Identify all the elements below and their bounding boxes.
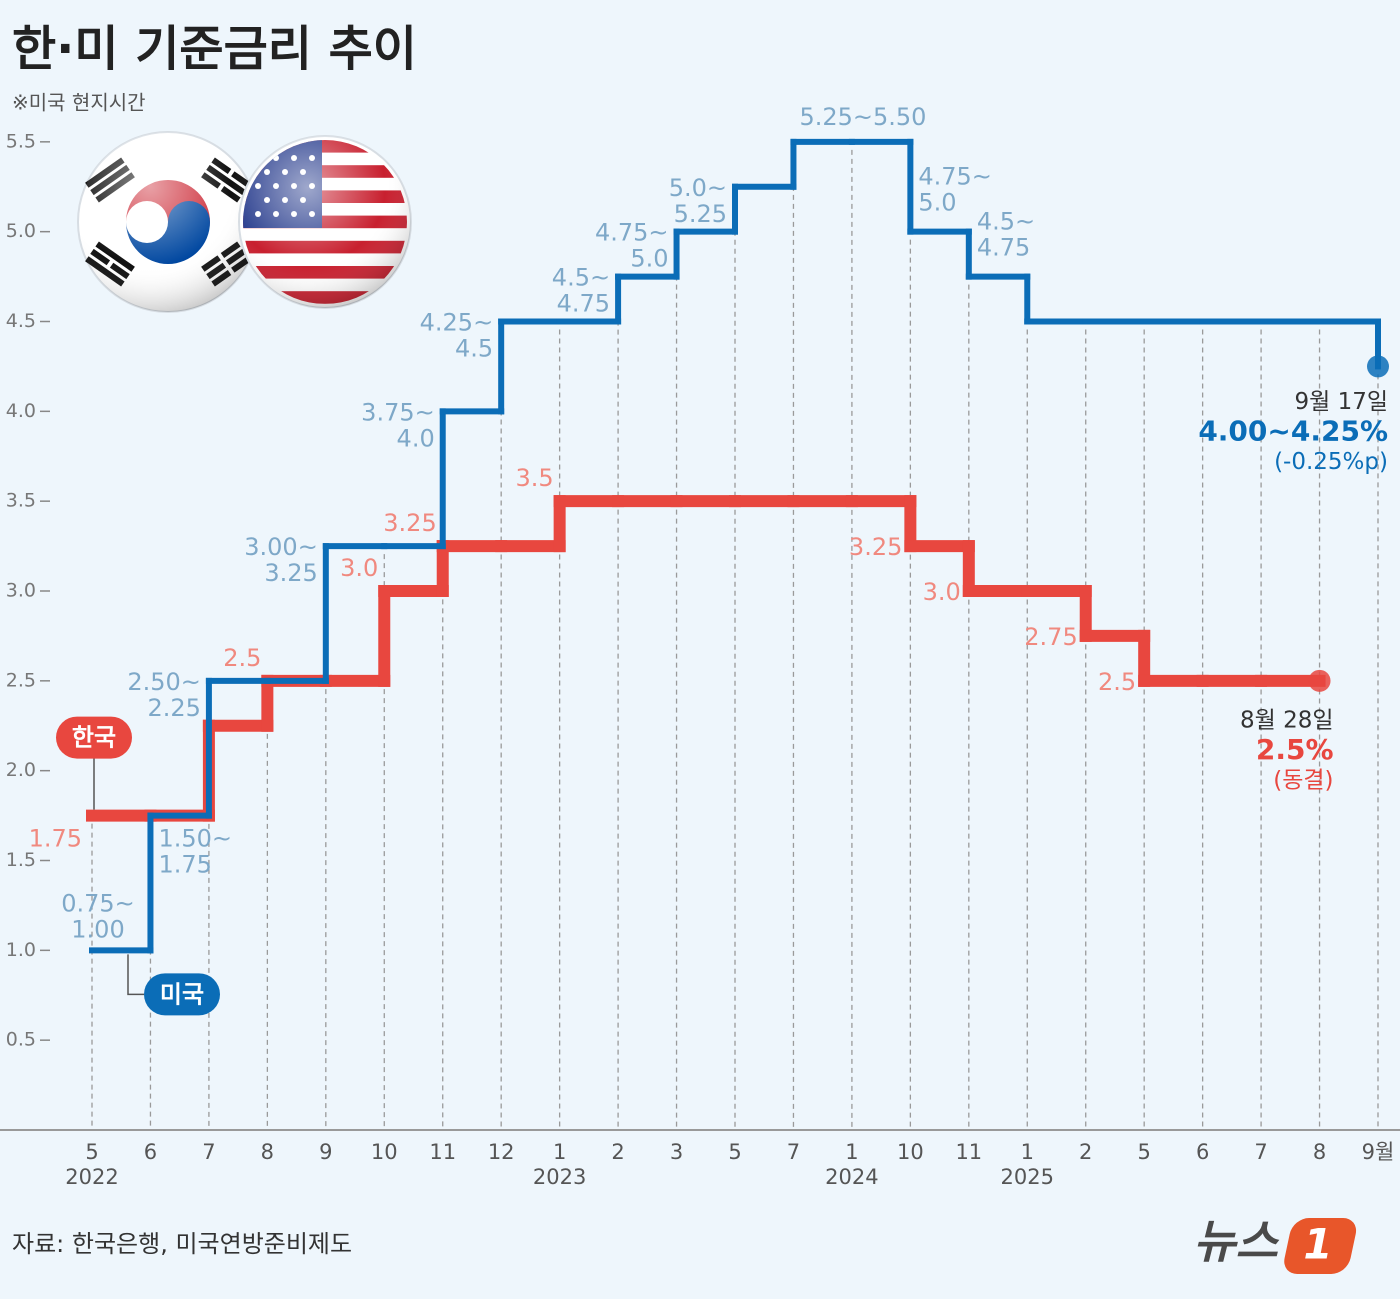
x-tick-label: 7 (1254, 1140, 1267, 1164)
logo: 뉴스 1 (1193, 1215, 1357, 1274)
y-tick-label: 3.0 (6, 580, 36, 602)
x-tick-label: 5 (1137, 1140, 1150, 1164)
x-tick-label: 6 (144, 1140, 157, 1164)
x-tick-label: 5 (728, 1140, 741, 1164)
value-label: 2.5 (223, 644, 261, 672)
y-tick-label: 5.5 (6, 130, 36, 152)
value-label: 1.75 (29, 825, 82, 853)
x-tick-label: 9 (319, 1140, 332, 1164)
logo-text: 뉴스 (1193, 1215, 1279, 1269)
x-tick-label: 3 (670, 1140, 683, 1164)
x-tick-label: 9월 (1362, 1140, 1395, 1164)
us-flag (238, 135, 412, 309)
logo-badge (1284, 1218, 1357, 1274)
x-year-label: 2023 (533, 1165, 586, 1189)
value-label: 4.25~ 4.5 (420, 309, 494, 363)
x-tick-label: 7 (787, 1140, 800, 1164)
value-label: 2.75 (1024, 623, 1077, 651)
value-label: 0.75~ 1.00 (61, 889, 135, 943)
value-label: 1.50~ 1.75 (158, 825, 232, 879)
x-tick-label: 1 (553, 1140, 566, 1164)
korea-flag (77, 131, 259, 313)
legend-badge (56, 716, 132, 759)
end-note: (-0.25%p) (1274, 449, 1388, 475)
y-tick-label: 1.0 (6, 939, 36, 961)
end-note: 9월 17일 (1294, 389, 1388, 415)
series-0 (89, 138, 1389, 954)
y-tick-label: 3.5 (6, 490, 36, 512)
value-label: 3.00~ 3.25 (244, 533, 318, 587)
legend-label: 미국 (160, 980, 204, 1008)
y-tick-label: 1.5 (6, 849, 36, 871)
value-label: 3.5 (515, 464, 553, 492)
value-label: 2.50~ 2.25 (127, 668, 201, 722)
legend-connector (127, 954, 144, 996)
end-note: 2.5% (1256, 733, 1334, 766)
value-label: 5.25~5.50 (799, 103, 926, 131)
logo-mark: 1 (1303, 1220, 1332, 1269)
value-label: 3.75~ 4.0 (361, 398, 435, 452)
y-tick-label: 4.5 (6, 310, 36, 332)
value-label: 3.25 (849, 533, 902, 561)
legend-item: 한국 (56, 716, 132, 810)
y-tick-label: 5.0 (6, 220, 36, 242)
end-note: 8월 28일 (1240, 707, 1334, 733)
source: 자료: 한국은행, 미국연방준비제도 (12, 1230, 352, 1258)
x-tick-label: 8 (1313, 1140, 1326, 1164)
end-note: (동결) (1273, 767, 1333, 793)
x-year-label: 2022 (65, 1165, 118, 1189)
value-label: 3.25 (383, 509, 436, 537)
y-tick-label: 2.0 (6, 759, 36, 781)
x-tick-label: 8 (261, 1140, 274, 1164)
end-dot (1367, 355, 1389, 378)
end-dot (1308, 669, 1331, 692)
value-label: 3.0 (923, 578, 961, 606)
x-tick-label: 11 (429, 1140, 456, 1164)
value-label: 2.5 (1098, 668, 1136, 696)
y-tick-label: 2.5 (6, 669, 36, 691)
x-tick-label: 10 (897, 1140, 924, 1164)
end-note: 4.00~4.25% (1198, 414, 1388, 447)
x-tick-label: 1 (1021, 1140, 1034, 1164)
x-year-label: 2025 (1001, 1165, 1054, 1189)
x-tick-label: 6 (1196, 1140, 1209, 1164)
x-tick-label: 10 (371, 1140, 398, 1164)
legend-label: 한국 (72, 724, 116, 752)
value-label: 4.5~ 4.75 (977, 208, 1035, 262)
legend-badge (144, 973, 220, 1016)
value-label: 4.75~ 5.0 (918, 163, 992, 217)
x-tick-label: 7 (202, 1140, 215, 1164)
y-tick-label: 4.0 (6, 400, 36, 422)
chart-subtitle: ※미국 현지시간 (12, 91, 146, 115)
legend-item: 미국 (127, 954, 220, 1016)
value-label: 4.5~ 4.75 (552, 264, 610, 318)
x-year-label: 2024 (825, 1165, 878, 1189)
value-label: 5.0~ 5.25 (669, 174, 727, 228)
x-tick-label: 11 (955, 1140, 982, 1164)
chart-title: 한·미 기준금리 추이 (12, 21, 417, 77)
y-tick-label: 0.5 (6, 1029, 36, 1051)
x-tick-label: 2 (611, 1140, 624, 1164)
x-tick-label: 2 (1079, 1140, 1092, 1164)
value-label: 3.0 (340, 554, 378, 582)
x-tick-label: 12 (488, 1140, 515, 1164)
x-tick-label: 1 (845, 1140, 858, 1164)
value-label: 4.75~ 5.0 (595, 219, 669, 273)
x-tick-label: 5 (85, 1140, 98, 1164)
